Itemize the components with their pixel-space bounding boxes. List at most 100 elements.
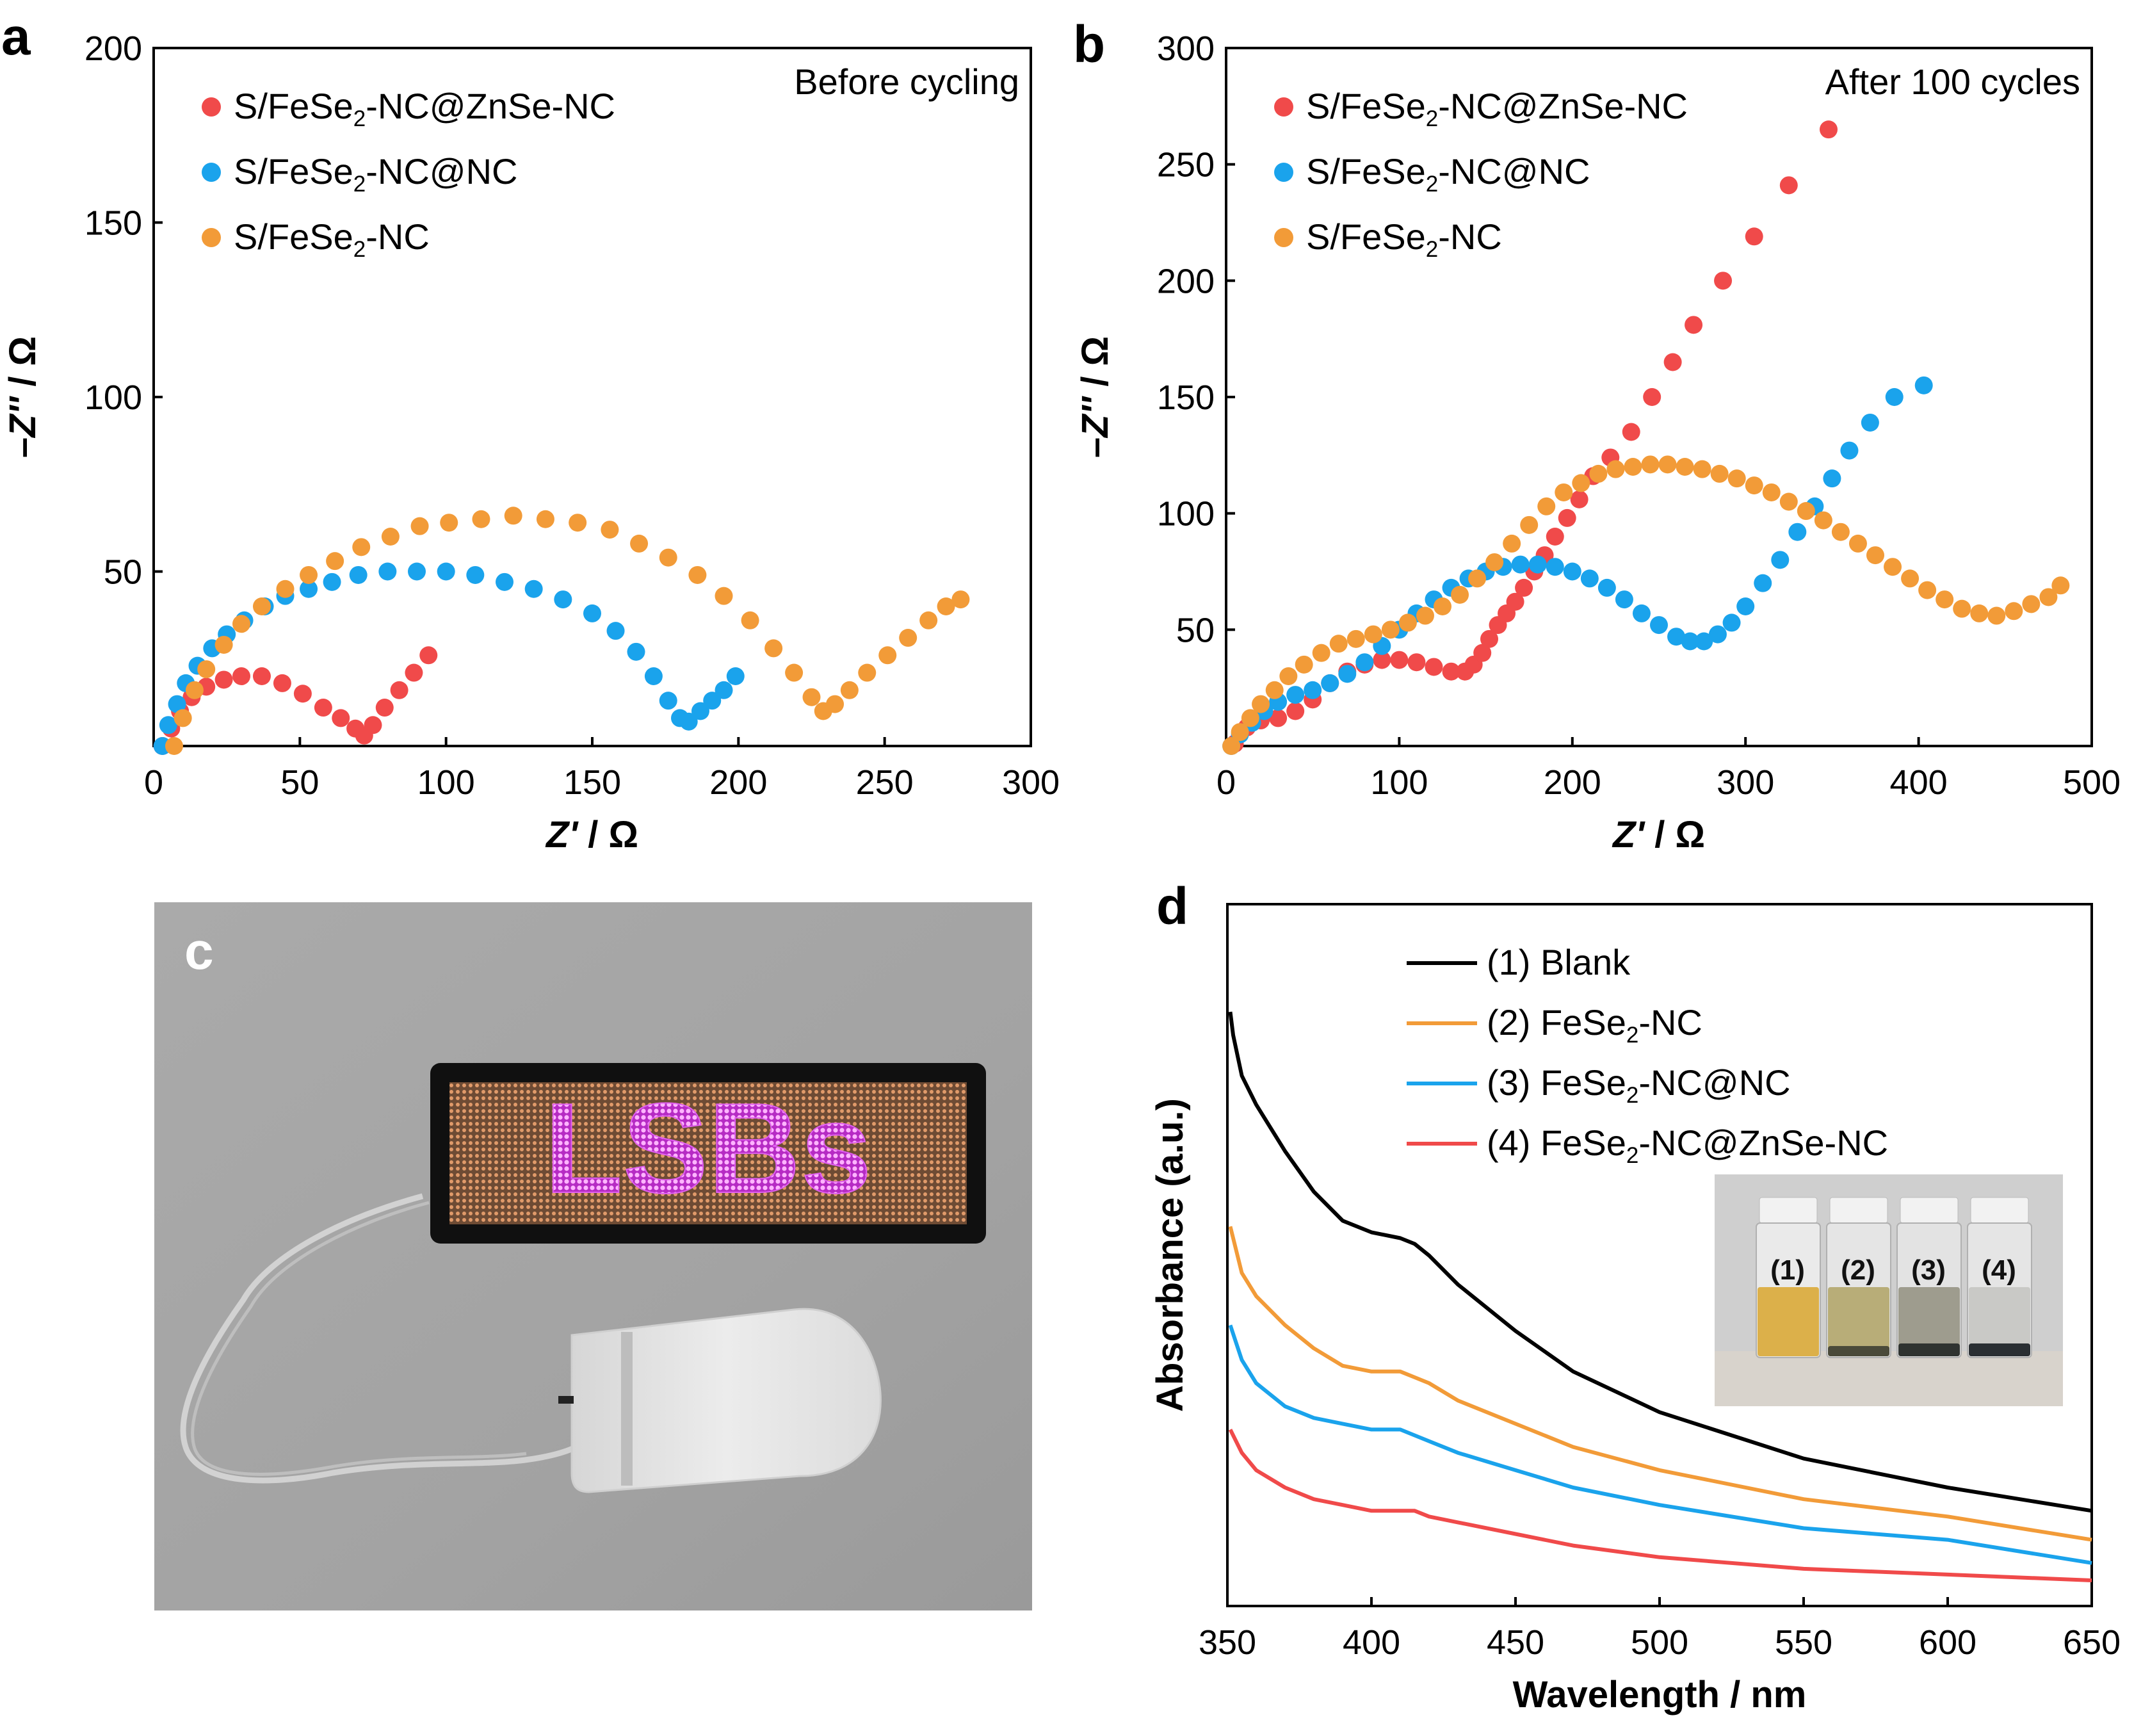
x-tick-label: 500 — [2063, 763, 2121, 802]
panel-letter-c: c — [184, 922, 214, 980]
data-point — [375, 699, 394, 717]
data-point — [1714, 272, 1733, 290]
data-point — [659, 548, 677, 567]
data-point — [1819, 120, 1838, 139]
data-point — [1265, 681, 1284, 699]
data-point — [644, 667, 663, 685]
data-point — [300, 565, 318, 584]
data-point — [1736, 597, 1755, 615]
x-tick-label: 600 — [1919, 1623, 1976, 1662]
data-point — [1650, 616, 1668, 635]
data-point — [323, 572, 341, 591]
y-tick-label: 150 — [85, 204, 142, 243]
data-point — [569, 514, 587, 532]
data-point — [715, 587, 733, 605]
data-point — [1987, 606, 2006, 625]
data-point — [1866, 546, 1884, 565]
data-point — [1676, 458, 1694, 476]
data-point — [1528, 555, 1547, 574]
data-point — [352, 538, 371, 556]
data-point — [408, 562, 426, 581]
data-point — [1936, 590, 1954, 609]
chart-panel-d: 350 400 450 500 550 600 650 Wavelength / nm Abso… — [1149, 903, 2121, 1716]
x-axis-label: Z' / Ω — [1612, 814, 1705, 856]
data-point — [405, 663, 423, 682]
data-point — [715, 681, 733, 699]
data-point — [252, 667, 271, 685]
data-point — [1663, 353, 1682, 371]
data-point — [1485, 553, 1504, 571]
data-point — [1329, 635, 1348, 653]
data-point — [1398, 613, 1417, 632]
data-point — [1918, 581, 1937, 599]
data-point — [1468, 569, 1487, 588]
data-point — [1416, 606, 1434, 625]
vial-2 — [1826, 1197, 1891, 1358]
data-point — [1555, 483, 1573, 501]
data-point — [1338, 665, 1357, 683]
data-point — [1321, 674, 1339, 692]
y-tick-label: 300 — [1157, 29, 1215, 68]
y-tick-label: 100 — [1157, 495, 1215, 533]
data-point — [1597, 578, 1616, 597]
data-point — [1953, 599, 1971, 618]
data-point — [1546, 528, 1564, 546]
panel-letter-d: d — [1156, 877, 1188, 936]
series-line — [1228, 1324, 2092, 1565]
legend-label: (3) FeSe2-NC@NC — [1487, 1062, 1791, 1108]
x-tick-label: 400 — [1343, 1623, 1400, 1662]
x-tick-label: 150 — [563, 763, 621, 802]
battery-switch — [558, 1396, 574, 1404]
data-point — [1506, 592, 1524, 611]
y-axis-label: –Z'' / Ω — [2, 336, 44, 458]
x-axis-label: Z' / Ω — [545, 814, 638, 856]
x-tick-label: 250 — [856, 763, 914, 802]
battery-cap-seam — [621, 1332, 633, 1486]
data-point — [1558, 508, 1576, 527]
vial-1 — [1756, 1197, 1821, 1358]
data-point — [1831, 523, 1850, 541]
data-point — [1407, 653, 1426, 672]
data-point — [1537, 497, 1556, 515]
data-point — [472, 510, 490, 528]
data-point — [840, 681, 859, 699]
series-line — [1228, 1226, 2092, 1542]
data-point — [1722, 613, 1741, 632]
data-point — [1884, 558, 1902, 576]
data-point — [1572, 474, 1590, 492]
data-point — [679, 712, 698, 731]
data-point — [1970, 604, 1989, 622]
legend-label: (2) FeSe2-NC — [1487, 1002, 1702, 1048]
data-point — [293, 685, 312, 703]
data-point — [1814, 511, 1832, 530]
data-point — [1434, 597, 1451, 615]
data-point — [2005, 602, 2023, 621]
data-point — [802, 688, 821, 706]
data-point — [1286, 702, 1305, 720]
y-tick-label: 200 — [85, 29, 142, 68]
cable — [180, 1193, 591, 1484]
legend-marker — [1274, 228, 1293, 247]
legend-marker — [1274, 97, 1293, 117]
y-tick-label: 250 — [1157, 146, 1215, 184]
y-tick-label: 200 — [1157, 262, 1215, 300]
battery-cap — [570, 1308, 882, 1493]
data-point — [2051, 576, 2070, 595]
data-point — [419, 646, 438, 665]
data-point — [1788, 523, 1807, 541]
data-point — [1823, 469, 1841, 488]
data-point — [659, 692, 677, 710]
cable-shadow — [191, 1201, 527, 1476]
data-point — [785, 663, 804, 682]
legend-label: (1) Blank — [1487, 942, 1631, 982]
x-tick-label: 100 — [417, 763, 475, 802]
data-point — [2022, 595, 2041, 613]
data-point — [1546, 558, 1564, 576]
data-point — [1745, 227, 1763, 246]
data-point — [1624, 458, 1642, 476]
data-point — [364, 716, 382, 734]
data-point — [1355, 653, 1374, 672]
y-axis-label: Absorbance (a.u.) — [1149, 1098, 1191, 1412]
data-point — [165, 737, 183, 755]
